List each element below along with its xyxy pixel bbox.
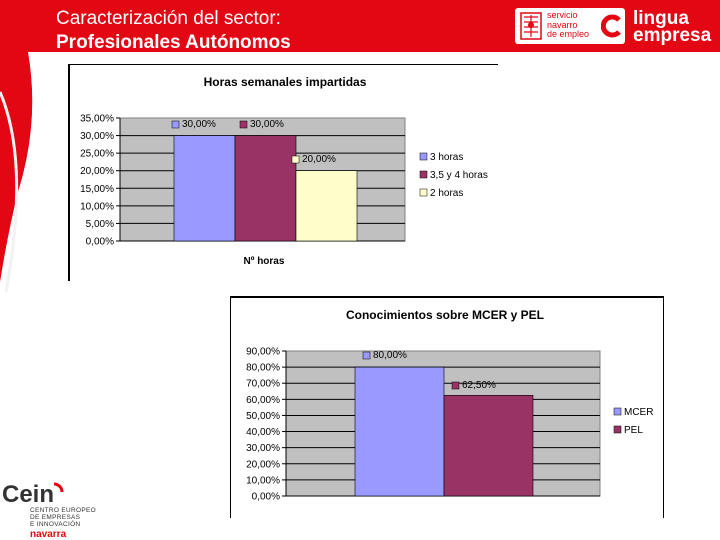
chart-horas-semanales-svg: Horas semanales impartidas 35,00% 30,00% 25… [80, 75, 488, 267]
c1-legend-swatch [419, 170, 428, 179]
sne-line-1: servicio [547, 10, 578, 20]
c2-legend-label: MCER [624, 407, 653, 418]
c-swirl-icon [601, 14, 621, 38]
chart-horas-semanales: Horas semanales impartidas 35,00% 30,00% 25… [68, 64, 498, 281]
c1-ytick-label: 20,00% [80, 166, 114, 177]
c2-ytick-label: 80,00% [246, 363, 280, 374]
cein-region: navarra [30, 529, 67, 540]
c2-ytick-label: 10,00% [246, 475, 280, 486]
c2-bar [354, 366, 445, 497]
decorative-swoosh [0, 52, 33, 292]
c2-ytick-label: 90,00% [246, 347, 280, 358]
c1-data-label: 20,00% [302, 154, 336, 165]
slide-title-line2: Profesionales Autónomos [56, 32, 291, 52]
c2-legend-swatch [613, 407, 622, 416]
c1-bar [295, 170, 358, 242]
c1-ytick-label: 35,00% [80, 114, 114, 125]
c2-ytick-label: 30,00% [246, 443, 280, 454]
c2-ytick-label: 50,00% [246, 411, 280, 422]
c1-data-label: 30,00% [182, 119, 216, 130]
cein-caption: CENTRO EUROPEO DE EMPRESAS E INNOVACIÓN [30, 507, 96, 528]
cein-caption-line-2: DE EMPRESAS [30, 514, 81, 521]
c1-legend-swatch [419, 152, 428, 161]
chart-mcer-pel: Conocimientos sobre MCER y PEL 90,00% 80,0… [230, 296, 664, 518]
c1-ytick-label: 5,00% [86, 219, 114, 230]
cein-caption-line-3: E INNOVACIÓN [30, 521, 81, 528]
c2-ytick-label: 0,00% [252, 492, 280, 503]
c2-ytick-label: 70,00% [246, 379, 280, 390]
c1-ytick-label: 0,00% [86, 237, 114, 248]
shield-emblem-icon [520, 12, 542, 40]
c1-data-label-key [291, 155, 300, 164]
c2-legend-swatch [613, 425, 622, 434]
c2-ytick-label: 40,00% [246, 427, 280, 438]
chart-mcer-pel-svg: Conocimientos sobre MCER y PEL 90,00% 80,0… [246, 308, 653, 503]
c1-legend-label: 2 horas [430, 188, 463, 199]
c1-legend-label: 3 horas [430, 152, 463, 163]
c1-legend-label: 3,5 y 4 horas [430, 170, 488, 181]
c1-legend-swatch [419, 188, 428, 197]
c1-bar [173, 135, 236, 242]
cein-mark: Cein [2, 481, 54, 508]
c2-data-label: 62,50% [462, 380, 496, 391]
lingua-empresa-logo: lingua empresa [633, 8, 712, 46]
c2-legend-label: PEL [624, 425, 643, 436]
cein-caption-line-1: CENTRO EUROPEO [30, 507, 96, 514]
c2-chart-title: Conocimientos sobre MCER y PEL [346, 308, 544, 322]
c1-data-label-key [171, 120, 180, 129]
sne-line-2: navarro [547, 19, 578, 30]
c1-ytick-label: 15,00% [80, 184, 114, 195]
sne-line-3: de empleo [547, 29, 590, 39]
c1-ytick-label: 25,00% [80, 149, 114, 160]
slide-title-line1: Caracterización del sector: [56, 8, 281, 29]
c1-ytick-label: 30,00% [80, 131, 114, 142]
lingua-line-2: empresa [633, 25, 712, 46]
c1-data-label-key [239, 120, 248, 129]
c1-bar [234, 135, 297, 242]
c2-bar [443, 395, 534, 497]
c1-chart-title: Horas semanales impartidas [204, 75, 367, 89]
c1-data-label: 30,00% [250, 119, 284, 130]
c2-data-label-key [451, 381, 460, 390]
servicio-navarro-de-empleo-logo: servicio navarro de empleo [515, 8, 625, 44]
c1-x-axis-label: Nº horas [244, 256, 285, 267]
lingua-line-1: lingua [633, 8, 689, 29]
c2-data-label: 80,00% [373, 350, 407, 361]
c2-ytick-label: 60,00% [246, 395, 280, 406]
c2-ytick-label: 20,00% [246, 459, 280, 470]
c2-data-label-key [362, 351, 371, 360]
cein-logo: Cein [2, 481, 64, 508]
c1-ytick-label: 10,00% [80, 201, 114, 212]
